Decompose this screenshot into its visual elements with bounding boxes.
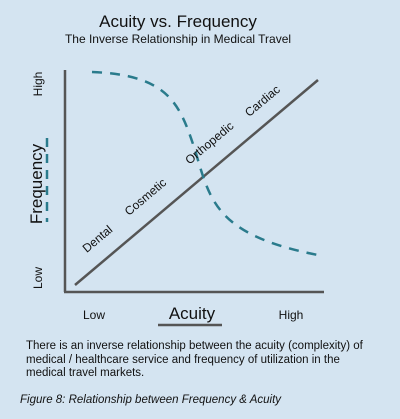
x-axis-low-label: Low [83, 308, 105, 322]
acuity-line [74, 79, 319, 286]
diagram-title: Acuity vs. Frequency [99, 12, 257, 31]
acuity-label-orthopedic: Orthopedic [182, 119, 236, 167]
diagram-description: There is an inverse relationship between… [26, 340, 363, 379]
y-axis-label: Frequency [27, 143, 46, 224]
x-axis-label: Acuity [169, 304, 216, 323]
x-axis-high-label: High [279, 308, 304, 322]
y-axis-high-label: High [31, 72, 45, 97]
y-axis-low-label: Low [31, 267, 45, 289]
frequency-curve [91, 70, 319, 257]
figure-caption: Figure 8: Relationship between Frequency… [20, 394, 282, 406]
acuity-frequency-diagram: Acuity vs. Frequency The Inverse Relatio… [27, 12, 324, 327]
acuity-label-dental: Dental [80, 222, 116, 255]
diagram-subtitle: The Inverse Relationship in Medical Trav… [65, 32, 291, 46]
